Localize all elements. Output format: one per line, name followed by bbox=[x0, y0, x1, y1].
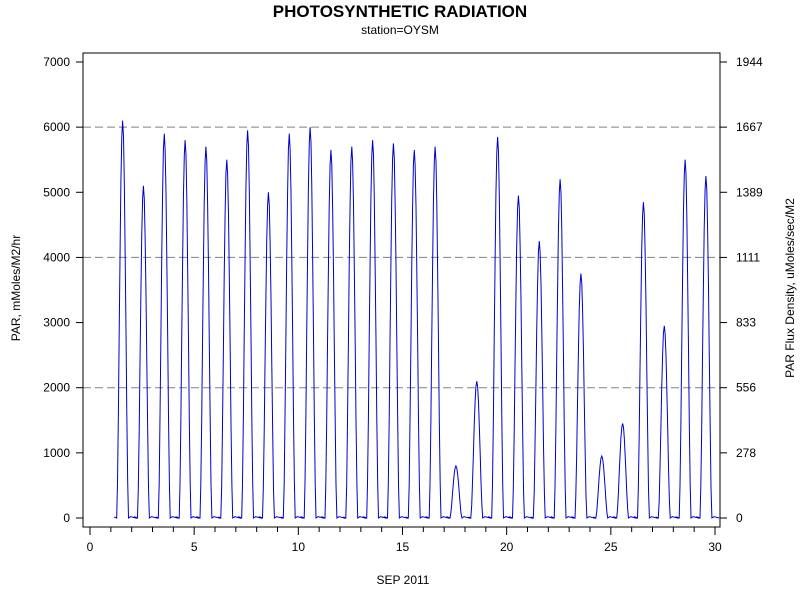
reference-lines bbox=[83, 126, 720, 389]
y-left-tick-label: 3000 bbox=[43, 316, 70, 330]
x-tick-label: 20 bbox=[500, 540, 514, 554]
y-left-tick-label: 0 bbox=[63, 511, 70, 525]
x-tick-label: 10 bbox=[292, 540, 306, 554]
x-tick-label: 15 bbox=[396, 540, 410, 554]
y-right-tick-label: 1944 bbox=[736, 55, 763, 69]
x-tick-label: 30 bbox=[708, 540, 722, 554]
y-axis-left: 0 1000 2000 3000 4000 5000 6000 7000 bbox=[43, 55, 83, 525]
y-left-tick-label: 1000 bbox=[43, 446, 70, 460]
y-right-tick-label: 1111 bbox=[736, 250, 760, 264]
y-left-tick-label: 7000 bbox=[43, 55, 70, 69]
chart-title: PHOTOSYNTHETIC RADIATION bbox=[273, 2, 527, 21]
y-right-tick-label: 556 bbox=[736, 381, 756, 395]
y-right-tick-label: 278 bbox=[736, 446, 756, 460]
par-series bbox=[114, 120, 720, 519]
plot-frame bbox=[82, 52, 721, 528]
y-left-tick-label: 5000 bbox=[43, 185, 70, 199]
y-left-tick-label: 4000 bbox=[43, 250, 70, 264]
y-axis-label-right: PAR Flux Density, uMoles/sec/M2 bbox=[783, 198, 797, 378]
y-axis-label-left: PAR, mMoles/M2/hr bbox=[9, 235, 23, 341]
y-left-tick-label: 2000 bbox=[43, 381, 70, 395]
x-axis-label: SEP 2011 bbox=[377, 573, 430, 587]
x-axis: 0 5 10 15 20 25 30 bbox=[87, 527, 722, 554]
y-right-tick-label: 1667 bbox=[736, 120, 763, 134]
x-tick-label: 25 bbox=[604, 540, 618, 554]
y-right-tick-label: 0 bbox=[736, 511, 743, 525]
x-tick-label: 5 bbox=[191, 540, 198, 554]
par-line bbox=[114, 120, 720, 519]
y-axis-right: 0 278 556 833 1111 1389 1667 1944 bbox=[720, 55, 763, 525]
x-tick-label: 0 bbox=[87, 540, 94, 554]
y-right-tick-label: 833 bbox=[736, 316, 756, 330]
y-left-tick-label: 6000 bbox=[43, 120, 70, 134]
chart-subtitle: station=OYSM bbox=[361, 23, 439, 37]
y-right-tick-label: 1389 bbox=[736, 185, 763, 199]
